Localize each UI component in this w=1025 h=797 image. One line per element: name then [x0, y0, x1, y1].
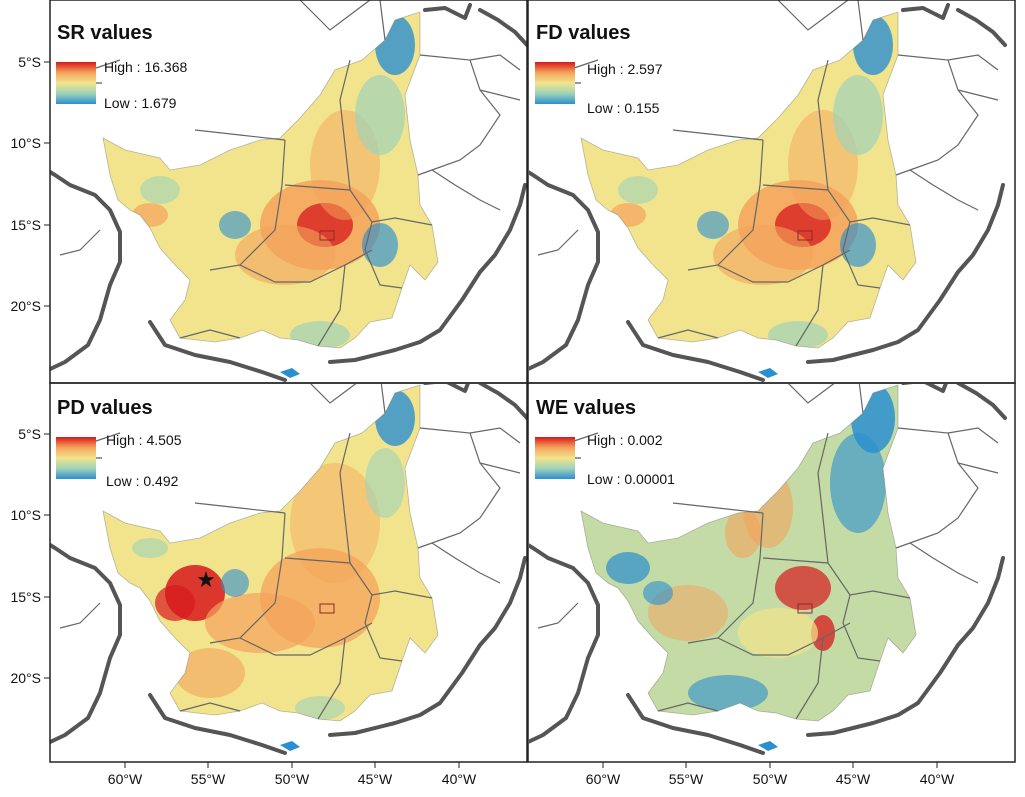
x-tick-label: 45°W: [358, 771, 393, 787]
y-tick-label: 5°S: [18, 54, 41, 70]
sr-legend-high: High : 16.368: [104, 59, 187, 75]
we-map: [529, 384, 1007, 755]
y-tick-label: 10°S: [10, 135, 41, 151]
we-title: WE values: [536, 397, 636, 419]
y-tick-label: 20°S: [10, 298, 41, 314]
y-tick-label: 5°S: [18, 426, 41, 442]
fd-legend-high: High : 2.597: [587, 61, 663, 77]
pd-legend: High : 4.505 Low : 0.492: [56, 432, 182, 489]
y-axis: 5°S 10°S 15°S 20°S 5°S 10°S 15°S 20°S: [10, 54, 50, 686]
we-legend-high: High : 0.002: [587, 432, 663, 448]
x-tick-label: 50°W: [753, 771, 788, 787]
sr-legend-low: Low : 1.679: [104, 95, 177, 111]
sr-legend: High : 16.368 Low : 1.679: [56, 59, 187, 111]
x-tick-label: 45°W: [836, 771, 871, 787]
y-tick-label: 20°S: [10, 670, 41, 686]
x-tick-label: 40°W: [442, 771, 477, 787]
star-marker: ★: [196, 567, 216, 592]
x-tick-label: 40°W: [920, 771, 955, 787]
pd-map: ★: [50, 384, 527, 755]
sr-map: [50, 0, 527, 382]
we-legend-low: Low : 0.00001: [587, 471, 675, 487]
x-tick-label: 50°W: [275, 771, 310, 787]
x-tick-label: 60°W: [586, 771, 621, 787]
fd-legend-low: Low : 0.155: [587, 100, 660, 116]
sr-title: SR values: [57, 22, 153, 44]
y-tick-label: 10°S: [10, 507, 41, 523]
pd-legend-low: Low : 0.492: [106, 473, 179, 489]
fd-map: [529, 0, 1007, 382]
x-axis: 60°W 55°W 50°W 45°W 40°W 60°W 55°W 50°W …: [108, 762, 955, 787]
y-tick-label: 15°S: [10, 589, 41, 605]
x-tick-label: 55°W: [191, 771, 226, 787]
y-tick-label: 15°S: [10, 217, 41, 233]
fd-title: FD values: [536, 22, 630, 44]
frame-bl: [49, 382, 528, 763]
x-tick-label: 60°W: [108, 771, 143, 787]
x-tick-label: 55°W: [669, 771, 704, 787]
we-legend: High : 0.002 Low : 0.00001: [535, 432, 675, 487]
fd-legend: High : 2.597 Low : 0.155: [535, 61, 663, 116]
pd-title: PD values: [57, 397, 153, 419]
pd-legend-high: High : 4.505: [106, 432, 182, 448]
frame-br: [527, 382, 1016, 763]
